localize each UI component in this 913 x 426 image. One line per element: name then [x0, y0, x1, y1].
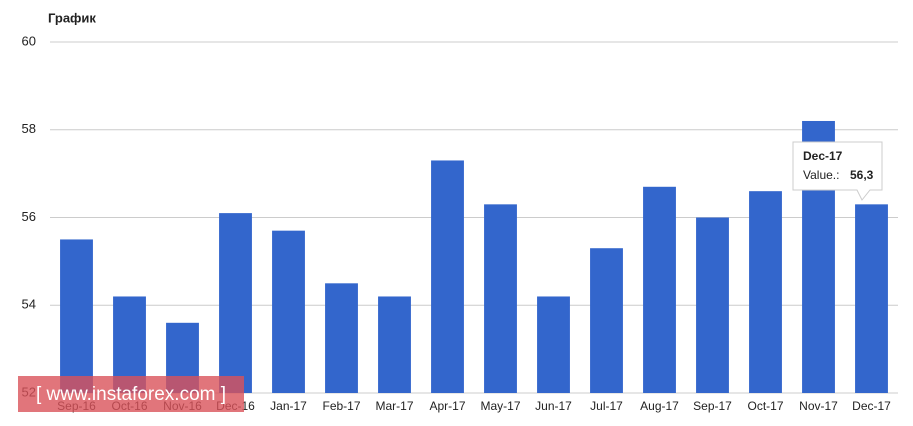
bar — [537, 296, 570, 393]
bar — [590, 248, 623, 393]
x-tick-label: Apr-17 — [429, 399, 465, 413]
tooltip-value: 56,3 — [850, 168, 874, 182]
x-tick-label: Oct-17 — [747, 399, 783, 413]
bar — [431, 160, 464, 393]
bar — [484, 204, 517, 393]
x-tick-label: Dec-17 — [852, 399, 891, 413]
bar — [643, 186, 676, 393]
bar — [749, 191, 782, 393]
y-tick-label: 54 — [22, 297, 36, 312]
bar — [696, 217, 729, 393]
bar — [378, 296, 411, 393]
tooltip-title: Dec-17 — [803, 149, 843, 163]
tooltip-label: Value.: — [803, 168, 839, 182]
bar — [219, 213, 252, 393]
y-tick-label: 56 — [22, 209, 36, 224]
x-tick-label: Sep-17 — [693, 399, 732, 413]
x-tick-label: Jun-17 — [535, 399, 572, 413]
bar — [272, 230, 305, 393]
x-tick-label: Jul-17 — [590, 399, 623, 413]
tooltip-box — [792, 141, 883, 201]
y-tick-label: 58 — [22, 121, 36, 136]
tooltip: Dec-17 Value.: 56,3 — [792, 141, 883, 201]
x-tick-label: Mar-17 — [375, 399, 413, 413]
bar — [60, 239, 93, 393]
chart-title: График — [48, 10, 96, 25]
x-tick-label: Nov-17 — [799, 399, 838, 413]
plot-area: 5254565860Sep-16Oct-16Nov-16Dec-16Jan-17… — [22, 33, 898, 413]
watermark-text: [ www.instaforex.com ] — [36, 384, 226, 405]
x-tick-label: Feb-17 — [322, 399, 360, 413]
watermark-background — [18, 376, 244, 412]
x-tick-label: May-17 — [480, 399, 520, 413]
bar — [855, 204, 888, 393]
x-tick-label: Jan-17 — [270, 399, 307, 413]
bar — [325, 283, 358, 393]
watermark: [ www.instaforex.com ] — [18, 376, 244, 412]
y-tick-label: 60 — [22, 33, 36, 48]
x-tick-label: Aug-17 — [640, 399, 679, 413]
